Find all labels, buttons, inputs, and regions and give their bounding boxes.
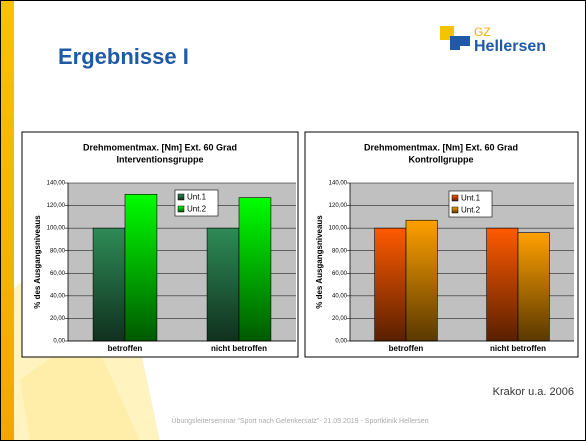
y-tick-label: 40,00 — [332, 293, 348, 299]
legend-label: Unt.2 — [187, 205, 207, 214]
bar — [92, 227, 126, 342]
x-tick-label: nicht betroffen — [490, 344, 546, 353]
legend-swatch — [177, 193, 185, 201]
x-tick-label: betroffen — [108, 344, 143, 353]
y-tick-label: 140,00 — [47, 181, 66, 187]
y-tick-label: 0,00 — [53, 339, 65, 345]
legend-swatch — [177, 205, 185, 213]
y-tick-label: 20,00 — [50, 316, 66, 322]
y-tick-label: 120,00 — [47, 203, 66, 209]
y-tick-label: 100,00 — [329, 226, 348, 232]
logo: GZ Hellersen — [440, 25, 546, 55]
bar — [486, 227, 519, 342]
source: Krakor u.a. 2006 — [493, 386, 574, 398]
x-tick-label: nicht betroffen — [211, 344, 267, 353]
slide-title: Ergebnisse I — [58, 44, 189, 69]
y-tick-label: 0,00 — [335, 339, 347, 345]
footer: Übungsleiterseminar “Sport nach Gelenker… — [171, 417, 428, 425]
bar — [405, 219, 438, 342]
side-strip — [0, 0, 14, 441]
y-tick-label: 140,00 — [329, 181, 348, 187]
decor-shape — [20, 330, 140, 441]
y-tick-label: 80,00 — [50, 248, 66, 254]
legend-label: Unt.2 — [461, 206, 481, 215]
y-tick-label: 120,00 — [329, 203, 348, 209]
bar — [374, 227, 407, 342]
y-tick-label: 60,00 — [332, 271, 348, 277]
chart-title: Interventionsgruppe — [116, 154, 203, 164]
y-tick-label: 100,00 — [47, 226, 66, 232]
chart-title: Drehmomentmax. [Nm] Ext. 60 Grad — [364, 142, 518, 152]
logo-name: Hellersen — [474, 38, 546, 55]
bar — [206, 227, 240, 342]
bar — [238, 197, 272, 342]
chart-title: Drehmomentmax. [Nm] Ext. 60 Grad — [83, 142, 237, 152]
logo-gz: GZ — [474, 25, 491, 39]
y-tick-label: 40,00 — [50, 293, 66, 299]
chart-title: Kontrollgruppe — [409, 154, 474, 164]
legend-label: Unt.1 — [187, 193, 207, 202]
y-axis-label: % des Ausgangsniveaus — [315, 215, 324, 309]
y-axis-label: % des Ausgangsniveaus — [33, 215, 42, 309]
x-tick-label: betroffen — [389, 344, 424, 353]
y-tick-label: 60,00 — [50, 271, 66, 277]
y-tick-label: 20,00 — [332, 316, 348, 322]
y-tick-label: 80,00 — [332, 248, 348, 254]
logo-square — [450, 36, 460, 50]
legend-label: Unt.1 — [461, 194, 481, 203]
legend-swatch — [451, 206, 459, 214]
bar — [517, 232, 550, 342]
legend-swatch — [451, 194, 459, 202]
bar — [124, 193, 158, 342]
